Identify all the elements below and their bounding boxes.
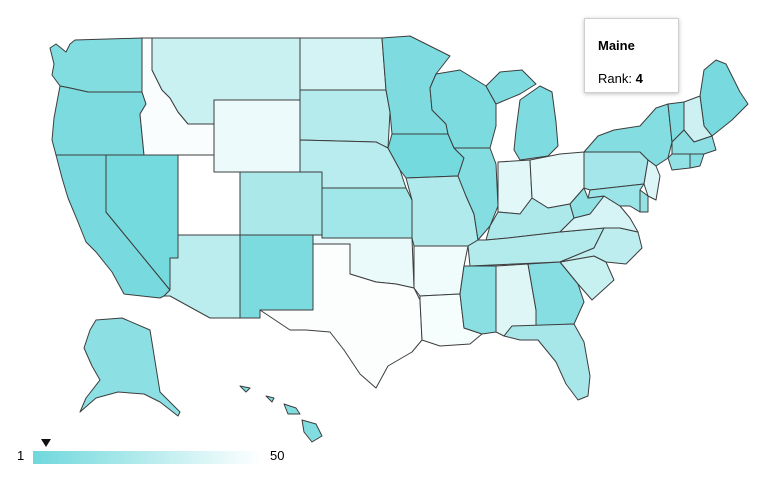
state-maryland[interactable] [587,183,645,213]
state-oregon[interactable] [51,85,147,156]
state-hawaii[interactable] [239,385,323,443]
state-south-dakota[interactable] [299,89,391,149]
state-connecticut[interactable] [667,153,691,171]
state-kansas[interactable] [321,187,413,239]
state-washington[interactable] [49,37,143,93]
state-texas[interactable] [259,243,423,389]
tooltip-rank: Rank: 4 [598,71,643,86]
state-north-carolina[interactable] [559,227,643,265]
legend-max-label: 50 [270,448,285,463]
legend-min-label: 1 [17,448,25,463]
state-florida[interactable] [503,323,591,401]
state-mississippi[interactable] [459,265,497,335]
tooltip-rank-value: 4 [635,71,643,86]
state-new-mexico[interactable] [239,234,314,319]
tooltip-rank-label: Rank: [598,71,636,86]
tooltip-state-name: Maine [598,38,635,53]
state-north-dakota[interactable] [299,37,387,91]
states-layer [49,35,749,443]
state-wyoming[interactable] [213,99,301,173]
state-maine[interactable] [699,59,749,137]
state-rhode-island[interactable] [689,153,705,169]
state-tooltip: Maine Rank: 4 [584,18,679,93]
legend-color-scale [33,451,262,464]
state-colorado[interactable] [239,171,323,236]
state-arkansas[interactable] [413,245,469,297]
state-alaska[interactable] [79,317,181,417]
state-michigan[interactable] [485,69,559,161]
legend-marker-icon [41,439,51,447]
